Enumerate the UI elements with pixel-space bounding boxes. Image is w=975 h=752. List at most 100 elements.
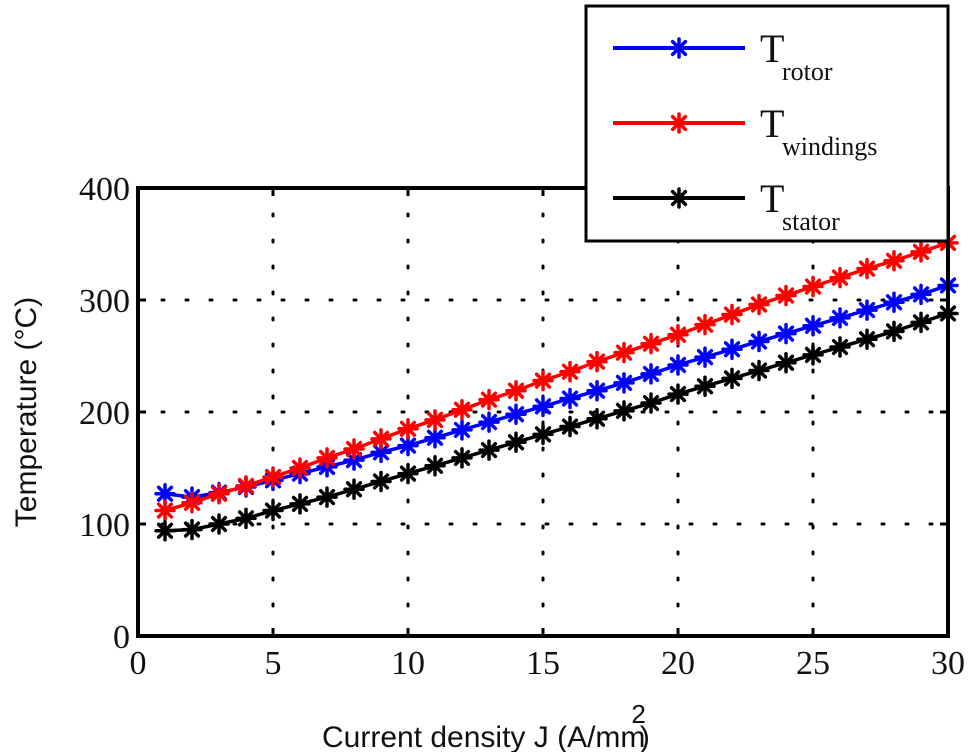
legend-marker-windings xyxy=(668,112,690,134)
y-tick-label: 200 xyxy=(79,395,130,432)
data-point-windings xyxy=(613,341,635,364)
legend-subscript-windings: windings xyxy=(782,132,877,161)
x-tick-label: 20 xyxy=(661,645,695,682)
data-point-rotor xyxy=(856,299,878,321)
data-point-rotor xyxy=(154,483,176,505)
data-point-rotor xyxy=(775,322,797,345)
y-tick-label: 0 xyxy=(113,619,130,656)
data-point-stator xyxy=(208,513,230,535)
data-point-rotor xyxy=(613,372,635,394)
data-point-stator xyxy=(613,400,635,422)
legend-label-rotor: T xyxy=(760,26,784,71)
y-axis-label: Temperature (°C) xyxy=(10,297,43,527)
data-point-rotor xyxy=(802,315,824,337)
series-line-windings xyxy=(164,241,949,513)
data-point-stator xyxy=(343,478,365,501)
data-point-stator xyxy=(424,455,446,477)
data-point-windings xyxy=(640,332,662,355)
legend-subscript-stator: stator xyxy=(782,207,840,236)
data-point-stator xyxy=(910,311,932,334)
data-point-rotor xyxy=(910,283,932,306)
data-point-rotor xyxy=(370,441,392,464)
x-tick-label: 25 xyxy=(796,645,830,682)
data-point-windings xyxy=(181,491,203,514)
data-point-stator xyxy=(829,336,851,358)
data-point-stator xyxy=(316,486,338,508)
data-point-windings xyxy=(505,379,527,402)
data-point-rotor xyxy=(559,387,581,410)
data-point-windings xyxy=(235,475,257,497)
data-point-rotor xyxy=(397,434,419,457)
data-point-stator xyxy=(478,439,500,461)
x-tick-label: 5 xyxy=(265,645,282,682)
data-point-windings xyxy=(829,266,851,289)
data-point-rotor xyxy=(532,395,554,418)
x-axis-label: Current density J (A/mm2) xyxy=(322,699,650,752)
legend-label-windings: T xyxy=(760,101,784,146)
x-axis-label-suffix: ) xyxy=(640,721,650,752)
data-point-windings xyxy=(262,466,284,488)
x-tick-label: 0 xyxy=(130,645,147,682)
y-tick-labels: 0 100 200 300 400 xyxy=(79,171,130,656)
legend-marker-rotor xyxy=(668,37,690,59)
data-point-stator xyxy=(802,344,824,366)
data-point-rotor xyxy=(694,346,716,368)
data-point-rotor xyxy=(505,403,527,425)
data-point-rotor xyxy=(883,291,905,313)
data-point-stator xyxy=(235,507,257,530)
data-point-stator xyxy=(721,367,743,390)
data-point-windings xyxy=(532,369,554,392)
data-point-rotor xyxy=(748,330,770,353)
data-point-stator xyxy=(154,519,176,542)
data-point-stator xyxy=(694,375,716,397)
data-point-windings xyxy=(748,293,770,316)
data-point-rotor xyxy=(721,338,743,361)
data-point-windings xyxy=(397,418,419,440)
data-point-windings xyxy=(775,284,797,307)
data-point-stator xyxy=(748,359,770,382)
data-point-windings xyxy=(289,457,311,479)
data-point-windings xyxy=(883,250,905,272)
x-axis-label-superscript: 2 xyxy=(631,699,645,729)
data-point-windings xyxy=(559,360,581,383)
grid-lines xyxy=(136,186,950,638)
data-point-windings xyxy=(721,303,743,326)
legend-marker-stator xyxy=(668,187,690,209)
data-point-stator xyxy=(883,320,905,343)
data-point-windings xyxy=(424,409,446,431)
data-point-rotor xyxy=(667,354,689,376)
data-point-stator xyxy=(856,328,878,350)
data-point-windings xyxy=(910,241,932,263)
y-tick-label: 300 xyxy=(79,283,130,320)
series-stator xyxy=(154,302,959,542)
data-point-rotor xyxy=(424,427,446,449)
data-point-stator xyxy=(181,518,203,541)
series-layer xyxy=(154,232,959,542)
series-windings xyxy=(154,232,959,522)
data-point-stator xyxy=(451,447,473,469)
y-tick-label: 400 xyxy=(79,171,130,208)
data-point-stator xyxy=(397,462,419,485)
data-point-windings xyxy=(370,428,392,450)
x-axis-label-text: Current density J (A/mm xyxy=(322,721,645,752)
data-point-windings xyxy=(478,388,500,411)
data-point-rotor xyxy=(640,363,662,385)
data-point-stator xyxy=(370,470,392,493)
data-point-windings xyxy=(316,447,338,469)
x-tick-label: 15 xyxy=(526,645,560,682)
data-point-stator xyxy=(262,499,284,522)
data-point-rotor xyxy=(586,379,608,402)
data-point-stator xyxy=(640,392,662,414)
data-point-windings xyxy=(802,275,824,298)
data-point-rotor xyxy=(829,307,851,329)
data-point-stator xyxy=(667,383,689,405)
data-point-windings xyxy=(667,323,689,346)
data-point-stator xyxy=(775,351,797,374)
data-point-windings xyxy=(154,499,176,522)
data-point-windings xyxy=(451,399,473,421)
data-point-rotor xyxy=(478,411,500,433)
